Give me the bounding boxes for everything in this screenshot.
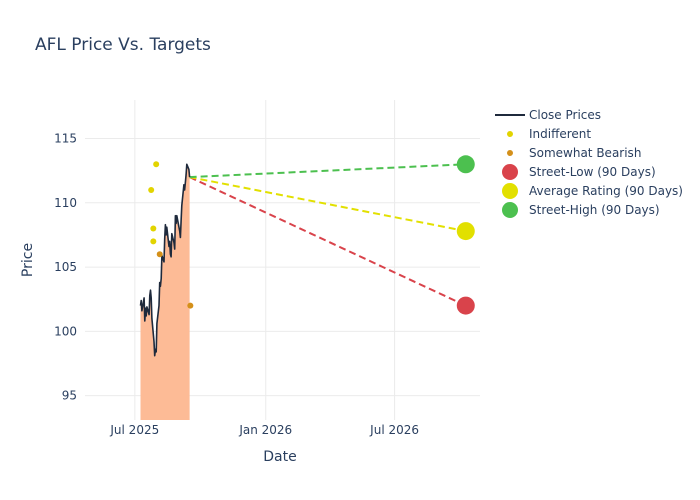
legend-label: Street-High (90 Days) — [529, 203, 660, 217]
legend-label: Street-Low (90 Days) — [529, 165, 656, 179]
legend-item[interactable]: Street-Low (90 Days) — [502, 164, 656, 180]
close-price-line — [139, 163, 191, 357]
y-axis-ticks: 95 100 105 110 115 — [54, 132, 77, 403]
y-tick-label: 115 — [54, 132, 77, 146]
legend-dot-swatch — [502, 164, 518, 180]
x-axis-title: Date — [263, 449, 296, 465]
x-tick-label: Jan 2026 — [238, 423, 292, 437]
legend-item[interactable]: Street-High (90 Days) — [502, 202, 660, 218]
legend[interactable]: Close Prices Indifferent Somewhat Bearish S… — [495, 108, 683, 218]
street-high-target-point — [456, 155, 475, 174]
legend-dot-swatch — [502, 202, 518, 218]
legend-item[interactable]: Close Prices — [495, 108, 601, 122]
legend-dot-swatch — [502, 183, 518, 199]
legend-dot-swatch — [507, 150, 513, 156]
street-low-target-point — [456, 296, 475, 315]
x-tick-label: Jul 2026 — [369, 423, 419, 437]
legend-item[interactable]: Somewhat Bearish — [507, 146, 641, 160]
legend-label: Somewhat Bearish — [529, 146, 641, 160]
street-low-target-line — [189, 176, 467, 307]
legend-label: Average Rating (90 Days) — [529, 184, 683, 198]
average-rating-target-point — [456, 222, 475, 241]
y-tick-label: 100 — [54, 324, 77, 338]
y-tick-label: 110 — [54, 196, 77, 210]
indifferent-rating-point — [153, 161, 160, 168]
close-price-area — [140, 164, 190, 420]
average-rating-target-line — [189, 176, 466, 233]
indifferent-rating-point — [150, 238, 157, 245]
y-tick-label: 95 — [62, 389, 77, 403]
x-tick-label: Jul 2025 — [109, 423, 159, 437]
somewhat-bearish-rating-point — [187, 302, 194, 309]
plot-area — [139, 155, 475, 420]
legend-item[interactable]: Average Rating (90 Days) — [502, 183, 683, 199]
y-tick-label: 105 — [54, 260, 77, 274]
legend-label: Close Prices — [529, 108, 601, 122]
chart-title: AFL Price Vs. Targets — [35, 35, 211, 55]
y-axis-title: Price — [20, 243, 36, 277]
indifferent-rating-point — [150, 225, 157, 232]
somewhat-bearish-rating-point — [156, 251, 163, 258]
street-high-target-line — [189, 163, 466, 179]
x-axis-ticks: Jul 2025 Jan 2026 Jul 2026 — [109, 423, 419, 437]
legend-dot-swatch — [507, 131, 513, 137]
indifferent-rating-point — [148, 186, 155, 193]
legend-label: Indifferent — [529, 127, 591, 141]
legend-item[interactable]: Indifferent — [507, 127, 591, 141]
